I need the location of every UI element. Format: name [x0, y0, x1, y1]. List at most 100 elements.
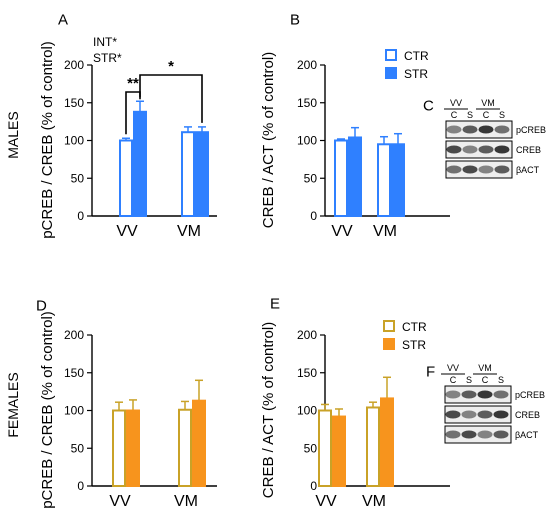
- blot-strip: [445, 160, 513, 179]
- x-tick-label: VV: [331, 223, 353, 240]
- blot-group-label: VV: [447, 363, 459, 373]
- y-tick-label: 100: [297, 404, 317, 418]
- x-tick-label: VM: [174, 493, 198, 510]
- y-tick-label: 200: [64, 328, 84, 342]
- blot-band: [462, 165, 478, 174]
- bar-str-vm: [195, 131, 209, 218]
- bar-ctr-vm: [366, 406, 380, 488]
- blot-band: [445, 410, 461, 419]
- blot-group-label: VM: [478, 363, 492, 373]
- y-tick-label: 150: [64, 366, 84, 380]
- bar-str-vv: [133, 110, 147, 217]
- bar-str-vv: [126, 409, 140, 487]
- x-tick-label: VM: [177, 223, 201, 240]
- legend-label: CTR: [404, 49, 429, 63]
- panel-label: C: [423, 97, 434, 114]
- blot-band: [445, 430, 461, 439]
- x-tick-label: VM: [362, 493, 386, 510]
- y-tick-label: 200: [297, 58, 317, 72]
- blot-group-label: VV: [450, 98, 462, 108]
- blot-row-label: pCREB: [516, 125, 546, 135]
- y-tick-label: 200: [297, 328, 317, 342]
- blot-band: [446, 165, 462, 174]
- blot-band: [478, 165, 494, 174]
- bar-str-vm: [192, 399, 206, 487]
- blot-lane-label: C: [451, 110, 458, 120]
- legend-label: STR: [404, 67, 428, 81]
- blot-band: [478, 145, 494, 154]
- bar-ctr-vv: [112, 409, 126, 487]
- y-axis-title: pCREB / CREB (% of control): [39, 311, 56, 509]
- blot-row-label: pCREB: [515, 390, 545, 400]
- blot-band: [462, 145, 478, 154]
- bar-ctr-vm: [377, 143, 391, 217]
- stats-text: INT*: [93, 35, 117, 49]
- panel-label: E: [270, 295, 280, 312]
- panel-label: D: [36, 297, 47, 314]
- panel-label: F: [426, 363, 435, 380]
- blot-lane-label: S: [499, 110, 505, 120]
- legend-label: STR: [402, 338, 426, 352]
- legend-swatch-ctr: [385, 49, 397, 61]
- bar-str-vm: [391, 143, 405, 217]
- y-tick-label: 100: [297, 134, 317, 148]
- x-tick-label: VM: [373, 223, 397, 240]
- chart-panel-a: A 0 50 100 150 200 pCREB / CREB (% of control)…: [39, 11, 217, 240]
- x-tick-label: VV: [315, 493, 337, 510]
- significance-label: **: [127, 75, 139, 92]
- blot-row-label: CREB: [515, 410, 540, 420]
- y-tick-label: 50: [304, 441, 318, 455]
- bar-str-vv: [348, 136, 362, 217]
- y-tick-label: 100: [64, 404, 84, 418]
- y-tick-label: 0: [77, 479, 84, 493]
- blot-group-label: VM: [481, 98, 495, 108]
- blot-band: [494, 145, 510, 154]
- blot-band: [494, 165, 510, 174]
- blot-band: [493, 410, 509, 419]
- y-tick-label: 50: [71, 171, 85, 185]
- blot-band: [493, 390, 509, 399]
- blot-row-label: βACT: [516, 165, 540, 175]
- panel-label: A: [58, 11, 68, 28]
- bar-ctr-vv: [119, 139, 133, 217]
- blot-band: [461, 390, 477, 399]
- y-tick-label: 50: [304, 171, 318, 185]
- bar-str-vm: [380, 397, 394, 488]
- y-tick-label: 150: [297, 366, 317, 380]
- y-tick-label: 150: [64, 96, 84, 110]
- blot-row-label: βACT: [515, 430, 539, 440]
- y-tick-label: 150: [297, 96, 317, 110]
- significance-label: *: [168, 58, 174, 75]
- blot-band: [462, 125, 478, 134]
- blot-lane-label: S: [498, 375, 504, 385]
- y-tick-label: 0: [310, 209, 317, 223]
- bar-ctr-vv: [318, 409, 332, 487]
- blot-band: [446, 125, 462, 134]
- blot-band: [477, 430, 493, 439]
- chart-panel-d: D 0 50 100 150 200 pCREB / CREB (% of control)…: [36, 297, 217, 510]
- blot-band: [445, 390, 461, 399]
- y-axis-title: CREB / ACT (% of control): [260, 322, 277, 498]
- blot-row-label: CREB: [516, 145, 541, 155]
- y-tick-label: 0: [310, 479, 317, 493]
- blot-lane-label: S: [466, 375, 472, 385]
- panel-label: B: [290, 11, 300, 28]
- legend-swatch-ctr: [383, 320, 395, 332]
- y-tick-label: 100: [64, 134, 84, 148]
- y-tick-label: 200: [64, 58, 84, 72]
- x-tick-label: VV: [109, 493, 131, 510]
- blot-band: [461, 430, 477, 439]
- chart-panel-e: E 0 50 100 150 200 CREB / ACT (% of control) VV…: [260, 295, 450, 510]
- y-tick-label: 50: [71, 441, 85, 455]
- y-axis-title: pCREB / CREB (% of control): [39, 41, 56, 239]
- blot-lane-label: C: [450, 375, 457, 385]
- legend-label: CTR: [402, 320, 427, 334]
- x-tick-label: VV: [116, 223, 138, 240]
- blot-lane-label: S: [467, 110, 473, 120]
- blot-lane-label: C: [482, 375, 489, 385]
- legend-swatch-str: [383, 338, 395, 350]
